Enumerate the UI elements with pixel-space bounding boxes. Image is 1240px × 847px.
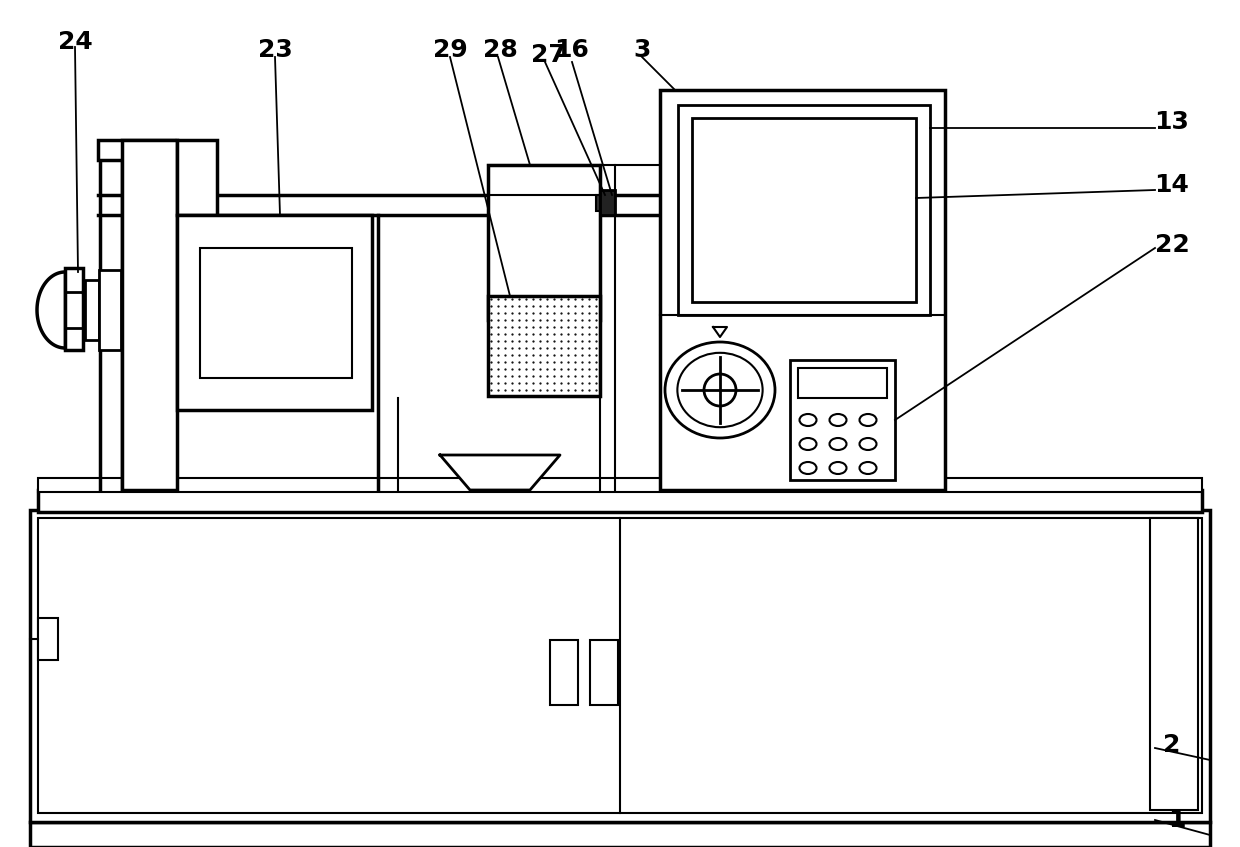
Text: 24: 24 [57,30,92,54]
Text: 28: 28 [482,38,517,62]
Bar [551,640,578,705]
Text: 2: 2 [1163,733,1180,757]
Bar [30,822,1210,847]
Bar [177,215,372,410]
Bar [590,640,618,705]
Ellipse shape [830,438,847,450]
Bar [692,118,916,302]
Ellipse shape [830,462,847,474]
Bar [177,140,217,215]
Text: 29: 29 [433,38,467,62]
Ellipse shape [859,438,877,450]
Circle shape [704,374,737,406]
Bar [596,195,610,211]
Bar [489,296,600,396]
Ellipse shape [830,414,847,426]
Bar [200,248,352,378]
Text: 16: 16 [554,38,589,62]
Bar [489,165,600,320]
Ellipse shape [800,438,816,450]
Bar [678,105,930,315]
Bar [38,490,1202,512]
Bar [600,190,615,215]
Bar [99,270,122,350]
Text: 3: 3 [634,38,651,62]
Ellipse shape [800,462,816,474]
Ellipse shape [859,462,877,474]
Bar [1149,518,1198,810]
Polygon shape [440,455,560,490]
Bar [799,368,887,398]
Bar [660,90,945,490]
Bar [86,280,99,340]
Bar [122,140,177,490]
Text: 22: 22 [1154,233,1189,257]
Text: 1: 1 [1168,808,1185,832]
Bar [30,510,1210,822]
Bar [790,360,895,480]
Bar [98,140,174,160]
Ellipse shape [859,414,877,426]
Ellipse shape [800,414,816,426]
Text: 14: 14 [1154,173,1189,197]
Bar [38,518,1202,813]
Text: 13: 13 [1154,110,1189,134]
Text: 23: 23 [258,38,293,62]
Text: 27: 27 [531,43,565,67]
Bar [38,478,1202,492]
Ellipse shape [677,353,763,427]
Bar [38,618,58,660]
Bar [64,268,83,350]
Ellipse shape [665,342,775,438]
